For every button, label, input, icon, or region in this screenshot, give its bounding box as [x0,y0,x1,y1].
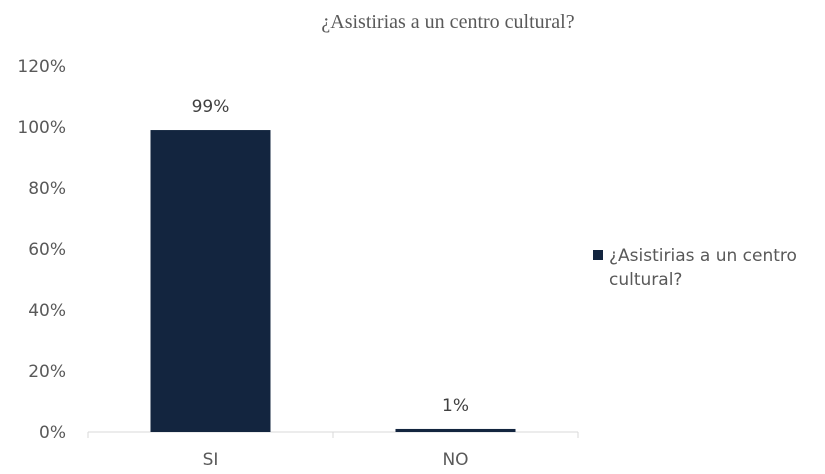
x-tick-label-no: NO [442,450,468,470]
y-tick-label-40pct: 40% [28,301,66,321]
bar-si [150,130,271,433]
y-tick-label-0pct: 0% [39,423,66,443]
y-tick-label-120pct: 120% [17,57,66,77]
y-tick-label-80pct: 80% [28,179,66,199]
x-axis: SI NO [87,431,579,470]
bar-no [395,428,516,432]
y-tick-label-20pct: 20% [28,362,66,382]
legend: ¿Asistirias a un centro cultural? [593,246,797,290]
y-tick-label-60pct: 60% [28,240,66,260]
legend-swatch [593,250,603,260]
x-tick-label-si: SI [203,450,219,470]
legend-label-line-1: ¿Asistirias a un centro [609,246,797,266]
y-tick-label-100pct: 100% [17,118,66,138]
data-label-no: 1% [442,396,469,416]
y-axis: 0% 20% 40% 60% 80% 100% 120% [17,57,66,443]
legend-label-line-2: cultural? [609,270,682,290]
chart-title: ¿Asistirias a un centro cultural? [321,11,574,33]
data-label-si: 99% [192,97,230,117]
data-labels: 99% 1% [192,97,469,416]
bar-series [150,130,516,433]
